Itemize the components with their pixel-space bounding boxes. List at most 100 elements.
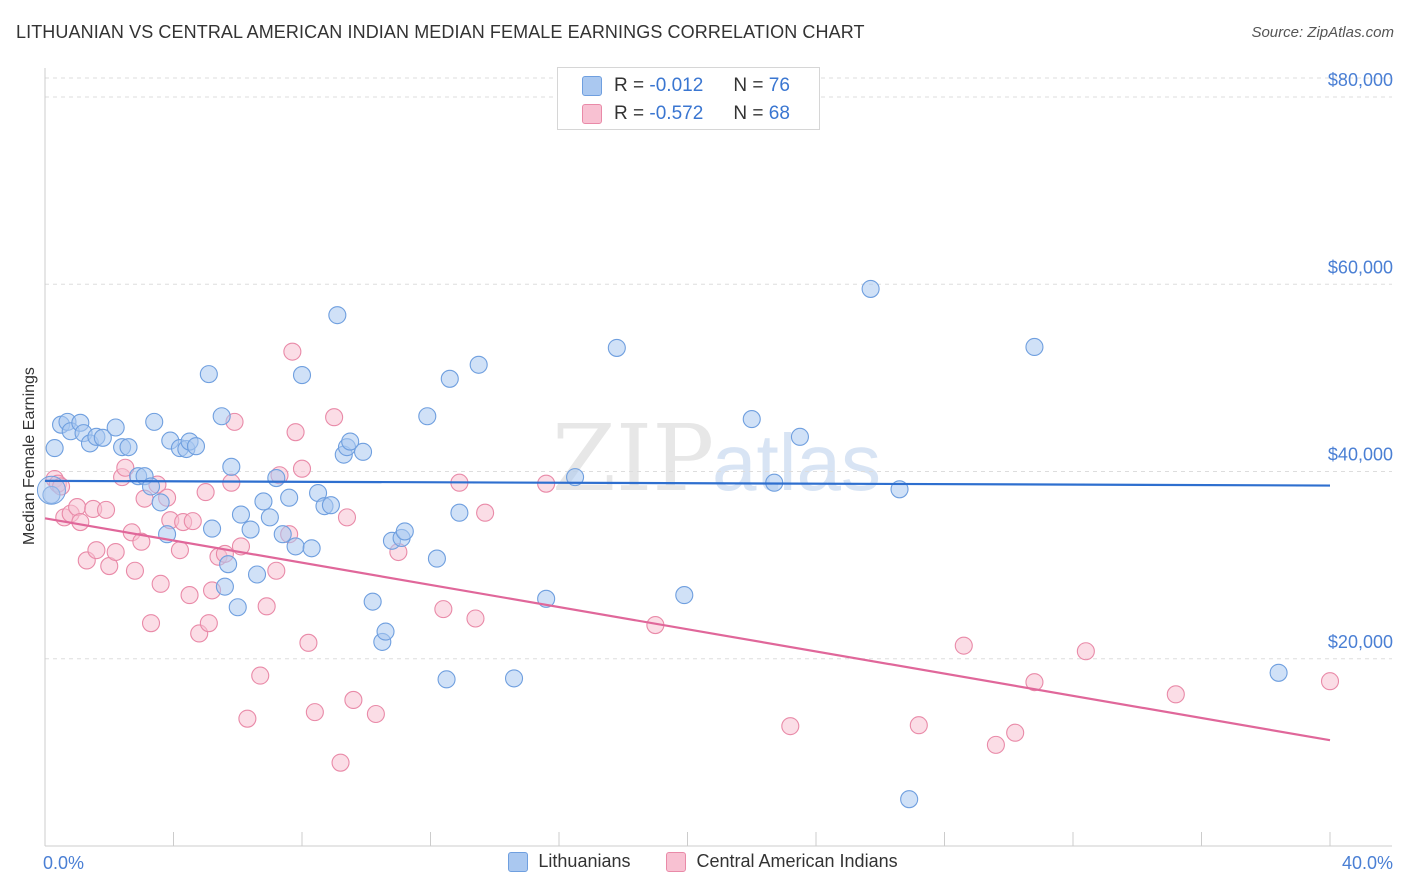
central-american-indian-point bbox=[366, 704, 385, 724]
central-american-indian-point bbox=[344, 690, 363, 709]
central-american-indian-point bbox=[68, 498, 87, 517]
lithuanian-point bbox=[328, 306, 347, 325]
lithuanian-point bbox=[36, 475, 66, 505]
lithuanian-point bbox=[93, 428, 112, 447]
x-tick-marks bbox=[44, 832, 1331, 846]
central-american-indian-point bbox=[476, 503, 495, 522]
lithuanian-point bbox=[504, 669, 524, 688]
central-american-indian-point bbox=[909, 716, 928, 735]
central-american-indian-point bbox=[1166, 685, 1185, 704]
lithuanian-point bbox=[199, 365, 218, 384]
chart-title: LITHUANIAN VS CENTRAL AMERICAN INDIAN ME… bbox=[16, 22, 865, 42]
central-american-indian-point bbox=[251, 666, 270, 685]
lithuanian-point bbox=[254, 492, 273, 511]
central-american-indian-point bbox=[96, 500, 116, 519]
central-american-indian-point bbox=[141, 614, 161, 633]
legend-swatch-central-american-indians bbox=[582, 104, 602, 124]
central-american-indian-point bbox=[331, 753, 350, 772]
lithuanian-point bbox=[222, 457, 241, 476]
central-american-indian-point bbox=[183, 512, 202, 531]
central-american-indian-point bbox=[466, 609, 485, 628]
legend-n-value: 76 bbox=[768, 75, 790, 96]
lithuanian-point bbox=[353, 442, 373, 461]
lithuanian-point bbox=[566, 468, 585, 487]
central-american-indian-point bbox=[283, 342, 302, 361]
lithuanian-point bbox=[106, 418, 125, 437]
lithuanian-point bbox=[790, 427, 809, 446]
central-american-indian-point bbox=[199, 614, 218, 633]
lithuanian-trend-line bbox=[44, 479, 1331, 487]
y-tick-labels: $20,000 $40,000 $60,000 $80,000 bbox=[1328, 70, 1393, 652]
legend-item-central-american-indians[interactable]: Central American Indians bbox=[666, 851, 898, 872]
central-american-indian-point bbox=[1025, 673, 1044, 692]
series-legend: Lithuanians Central American Indians bbox=[0, 851, 1406, 872]
lithuanian-point bbox=[228, 598, 247, 617]
central-american-indian-point bbox=[116, 458, 135, 477]
y-tick-label: $20,000 bbox=[1328, 632, 1393, 652]
legend-swatch-central-american-indians bbox=[666, 851, 687, 872]
central-american-indian-point bbox=[238, 709, 257, 728]
central-american-indian-point bbox=[132, 532, 151, 551]
lithuanian-point bbox=[321, 496, 340, 515]
lithuanian-point bbox=[260, 508, 279, 527]
lithuanian-point bbox=[212, 407, 231, 426]
lithuanian-point bbox=[437, 670, 456, 689]
lithuanian-point bbox=[186, 437, 206, 456]
lithuanian-point bbox=[215, 577, 234, 596]
central-american-indian-point bbox=[267, 561, 286, 580]
central-american-indian-point bbox=[781, 717, 800, 736]
lithuanian-point bbox=[292, 366, 312, 385]
lithuanian-point bbox=[45, 439, 64, 458]
lithuanian-point bbox=[363, 592, 382, 611]
lithuanian-point bbox=[427, 549, 446, 568]
lithuanian-point bbox=[241, 520, 260, 539]
lithuanian-point bbox=[900, 790, 919, 809]
legend-swatch-lithuanians bbox=[582, 76, 602, 96]
lithuanian-point bbox=[1269, 663, 1288, 682]
central-american-indian-point bbox=[325, 408, 344, 427]
central-american-indian-trend-line bbox=[44, 517, 1331, 742]
central-american-indian-point bbox=[1320, 672, 1340, 691]
correlation-legend: R = -0.012 N = 76 R = -0.572 N = 68 bbox=[557, 67, 820, 130]
lithuanian-point bbox=[742, 410, 761, 429]
trend-lines bbox=[44, 479, 1331, 742]
lithuanian-point bbox=[440, 369, 459, 388]
central-american-indian-point bbox=[305, 703, 324, 722]
y-tick-label: $60,000 bbox=[1328, 257, 1393, 277]
lithuanian-points bbox=[36, 104, 1288, 809]
lithuanian-point bbox=[247, 565, 267, 584]
central-american-indian-point bbox=[986, 735, 1005, 754]
lithuanian-point bbox=[231, 505, 251, 524]
central-american-indian-point bbox=[106, 542, 125, 562]
central-american-indian-point bbox=[257, 597, 276, 616]
legend-row-lithuanians: R = -0.012 N = 76 bbox=[582, 73, 790, 99]
lithuanian-point bbox=[675, 586, 694, 605]
central-american-indian-point bbox=[196, 483, 215, 502]
legend-r-label: R = bbox=[614, 75, 645, 96]
lithuanian-point bbox=[286, 537, 305, 556]
lithuanian-point bbox=[280, 488, 299, 507]
x-tick-label-max: 40.0% bbox=[1342, 853, 1393, 873]
x-tick-label-min: 0.0% bbox=[43, 853, 84, 873]
lithuanian-point bbox=[469, 355, 488, 374]
legend-n-label: N = bbox=[733, 75, 764, 96]
legend-r-value: -0.012 bbox=[649, 75, 704, 96]
y-tick-label: $80,000 bbox=[1328, 70, 1393, 90]
watermark-zip: ZIP bbox=[552, 405, 714, 512]
lithuanian-point bbox=[1025, 337, 1044, 357]
lithuanian-point bbox=[395, 522, 414, 541]
legend-item-lithuanians[interactable]: Lithuanians bbox=[508, 851, 630, 872]
lithuanian-point bbox=[273, 525, 292, 544]
legend-label-lithuanians: Lithuanians bbox=[538, 851, 631, 871]
central-american-indian-point bbox=[151, 574, 170, 593]
central-american-indian-point bbox=[1006, 723, 1025, 742]
central-american-indian-point bbox=[286, 423, 305, 442]
central-american-indian-point bbox=[87, 541, 106, 560]
axes bbox=[44, 68, 1392, 847]
lithuanian-point bbox=[267, 469, 286, 488]
lithuanian-point bbox=[145, 412, 164, 431]
central-american-indian-point bbox=[337, 508, 357, 527]
source-attribution: Source: ZipAtlas.com bbox=[1251, 24, 1394, 41]
legend-r-value: -0.572 bbox=[649, 103, 704, 124]
